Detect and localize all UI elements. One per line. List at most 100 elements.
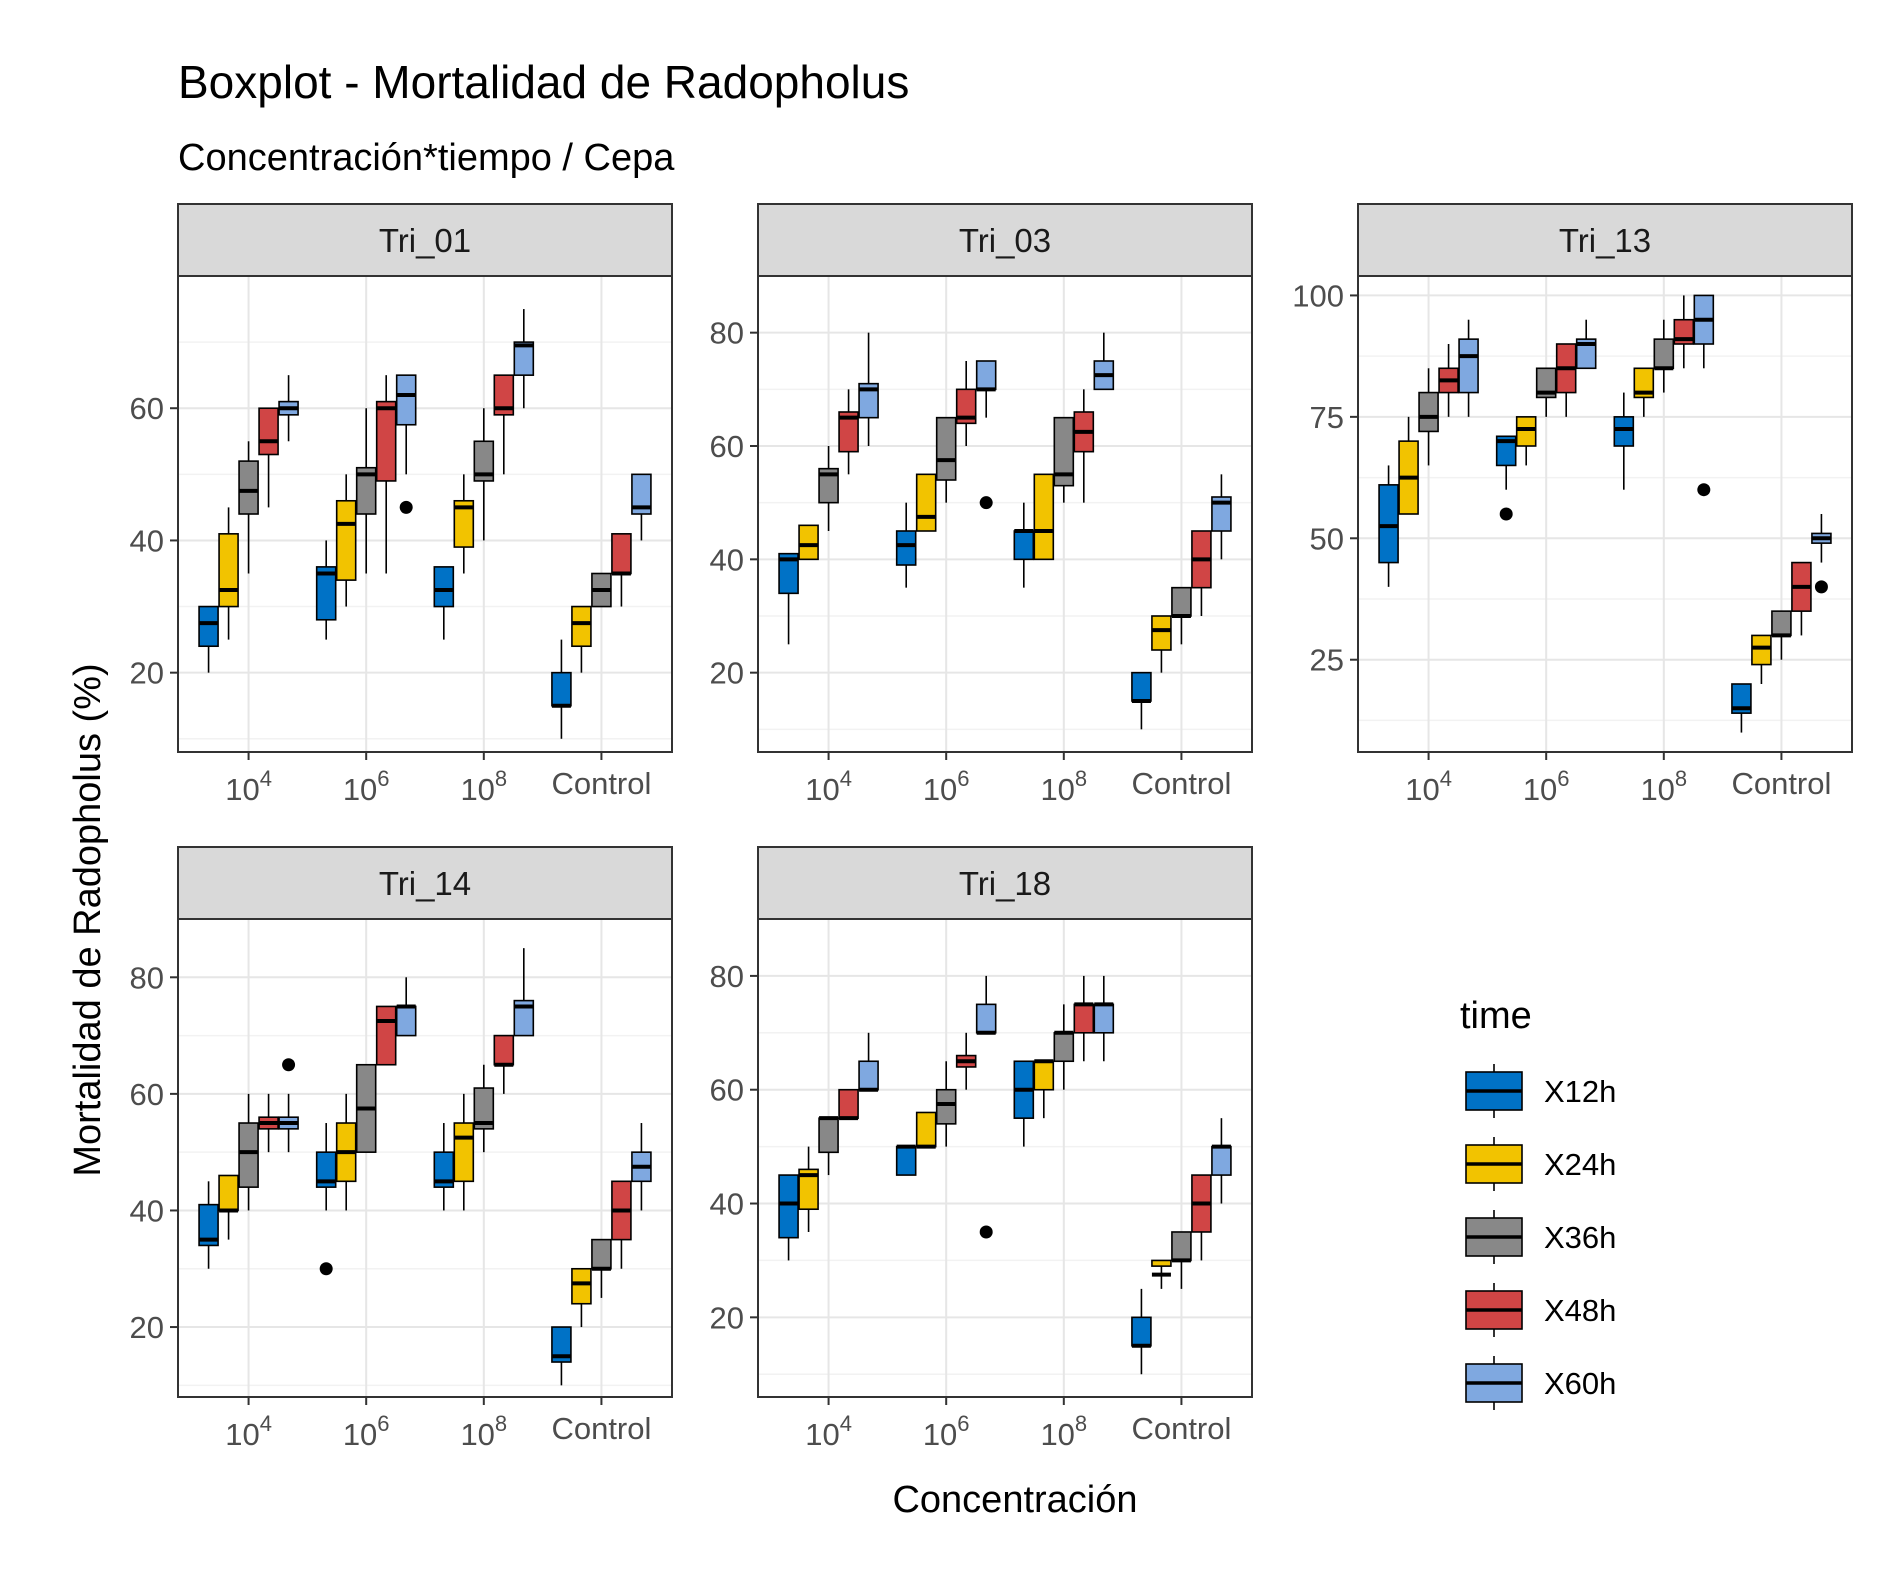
y-tick-label: 75 — [1310, 400, 1344, 435]
y-axis-title: Mortalidad de Radopholus (%) — [67, 663, 109, 1176]
box-body — [1131, 671, 1152, 702]
legend-item-x24h: X24h — [1465, 1137, 1616, 1191]
box-x24h — [1033, 1059, 1055, 1119]
y-tick-label: 20 — [130, 1310, 164, 1345]
strip-label: Tri_03 — [959, 222, 1051, 259]
box-x36h — [818, 446, 839, 531]
x-tick-label: 104 — [225, 766, 272, 807]
box-x60h — [975, 360, 997, 510]
box-x48h — [1073, 975, 1095, 1062]
x-tick-label: 106 — [343, 1411, 390, 1452]
plot-area — [758, 276, 1252, 752]
box-x48h — [493, 374, 515, 475]
box-x48h — [493, 1034, 515, 1094]
x-tick-label: 104 — [805, 766, 852, 807]
box-body — [1633, 367, 1655, 399]
box-x24h — [798, 524, 819, 561]
box-x24h — [1033, 473, 1055, 561]
y-tick-label: 20 — [710, 656, 744, 691]
box-body — [975, 1003, 997, 1034]
facet-panels: Tri_01 20 40 60 104 106 108 Control Tri_03 20 40 60… — [130, 203, 1853, 1452]
plot-area — [178, 919, 672, 1397]
box-x36h — [1171, 586, 1192, 645]
box-body — [1073, 1003, 1095, 1034]
box-x12h — [1731, 683, 1752, 733]
facet-panel-tri-13: Tri_13 25 50 75 100 104 106 108 Control — [1292, 203, 1853, 807]
box-x24h — [571, 605, 592, 673]
box-x60h — [631, 1123, 652, 1211]
legend: time X12h X24h X36h X48h X60h — [1460, 995, 1616, 1410]
plot-area — [1358, 276, 1852, 752]
box-body — [1771, 610, 1792, 637]
box-body — [1131, 1316, 1152, 1347]
box-body — [355, 466, 377, 515]
x-tick-label: 108 — [460, 766, 507, 807]
box-x12h — [1613, 392, 1635, 490]
box-body — [238, 1122, 259, 1188]
box-x24h — [1751, 634, 1772, 684]
box-body — [1515, 416, 1537, 447]
panel-border — [1357, 275, 1853, 753]
box-body — [513, 999, 535, 1037]
plot-area — [758, 919, 1252, 1397]
facet-panel-tri-03: Tri_03 20 40 60 80 104 106 108 Control — [710, 203, 1253, 807]
box-body — [1033, 1060, 1055, 1091]
box-x48h — [258, 1093, 279, 1153]
box-x36h — [591, 572, 612, 608]
box-x60h — [278, 1058, 299, 1153]
strip-label: Tri_14 — [379, 865, 471, 902]
box-body — [1211, 1145, 1232, 1176]
y-tick-label: 40 — [130, 1193, 164, 1228]
box-x48h — [375, 375, 397, 574]
outlier-point — [319, 1262, 333, 1276]
box-body — [611, 533, 632, 575]
box-body — [198, 605, 219, 648]
box-x12h — [1495, 435, 1517, 521]
box-body — [1053, 1032, 1075, 1063]
box-x24h — [798, 1146, 819, 1232]
outlier-point — [399, 500, 413, 514]
box-x24h — [218, 507, 239, 640]
x-tick-label: Control — [1731, 766, 1831, 801]
box-x60h — [278, 375, 299, 442]
grid-lines — [1358, 276, 1852, 752]
box-x60h — [1093, 975, 1115, 1062]
box-body — [238, 460, 259, 515]
box-x60h — [1575, 319, 1597, 370]
box-body — [1613, 416, 1635, 447]
x-tick-label: Control — [551, 766, 651, 801]
box-x60h — [631, 473, 652, 541]
box-x12h — [198, 1181, 219, 1269]
y-tick-label: 20 — [130, 656, 164, 691]
box-x24h — [1151, 1259, 1172, 1289]
box-x48h — [1555, 343, 1577, 417]
y-tick-label: 40 — [710, 542, 744, 577]
box-x36h — [355, 1063, 377, 1153]
x-tick-label: 104 — [805, 1411, 852, 1452]
y-tick-label: 80 — [710, 316, 744, 351]
box-x12h — [433, 1123, 455, 1211]
box-body — [493, 374, 515, 416]
box-x12h — [895, 502, 917, 588]
box-body — [258, 407, 279, 456]
y-tick-label: 60 — [710, 1073, 744, 1108]
x-tick-label: Control — [1131, 1411, 1231, 1446]
box-x24h — [335, 474, 357, 607]
box-body — [315, 1151, 337, 1188]
strip-background — [757, 846, 1253, 920]
x-tick-label: 106 — [1523, 766, 1570, 807]
box-body — [395, 1005, 417, 1037]
legend-item-x36h: X36h — [1465, 1210, 1616, 1264]
box-x60h — [395, 977, 417, 1037]
box-body — [433, 566, 455, 608]
box-body — [935, 416, 957, 481]
box-body — [198, 1203, 219, 1247]
box-x60h — [513, 948, 535, 1037]
box-x36h — [1771, 610, 1792, 660]
box-x48h — [258, 407, 279, 508]
box-x12h — [778, 1174, 799, 1261]
box-body — [818, 467, 839, 504]
outlier-point — [1499, 507, 1513, 521]
facet-panel-tri-01: Tri_01 20 40 60 104 106 108 Control — [130, 203, 673, 807]
box-x60h — [1211, 474, 1232, 560]
